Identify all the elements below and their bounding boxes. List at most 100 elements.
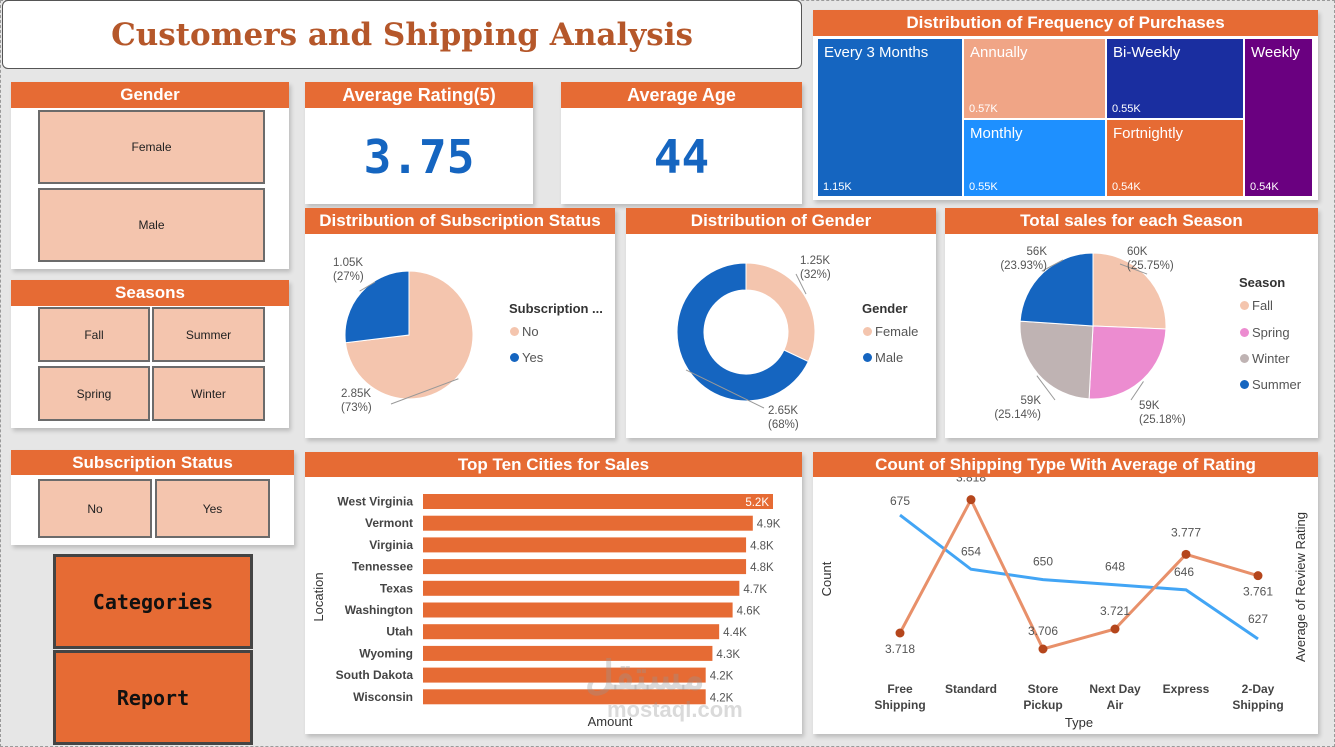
bar-value-label: 4.7K <box>743 584 767 596</box>
bar-south-dakota[interactable] <box>423 667 706 683</box>
data-label-percent: (25.14%) <box>994 409 1041 421</box>
bar-tennessee[interactable] <box>423 559 747 575</box>
treemap-label: Every 3 Months <box>824 44 929 61</box>
data-label: 2.65K <box>768 405 798 417</box>
count-data-label: 646 <box>1174 565 1194 579</box>
pie-slice-female[interactable] <box>745 262 816 363</box>
bar-virginia[interactable] <box>423 537 747 553</box>
pie-slice-summer[interactable] <box>1019 252 1094 327</box>
subscription-option-no[interactable]: No <box>38 479 152 538</box>
season-option-summer[interactable]: Summer <box>152 307 265 362</box>
legend-dot-male <box>863 353 872 362</box>
leader-line <box>1119 263 1148 275</box>
data-label: 60K <box>1127 246 1148 258</box>
report-button[interactable]: Report <box>53 650 253 745</box>
data-label-percent: (27%) <box>333 271 364 283</box>
categories-button[interactable]: Categories <box>53 554 253 649</box>
legend-dot-no <box>510 327 519 336</box>
x-axis-title: Amount <box>588 714 633 729</box>
treemap-cell-bi-weekly[interactable]: Bi-Weekly 0.55K <box>1106 38 1244 119</box>
x-tick-label: Standard <box>945 682 997 696</box>
bar-value-label: 4.3K <box>716 649 740 661</box>
treemap-cell-fortnightly[interactable]: Fortnightly 0.54K <box>1106 119 1244 197</box>
bar-west-virginia[interactable] <box>423 494 773 509</box>
data-label-percent: (32%) <box>800 269 831 281</box>
x-tick-label: Next Day <box>1089 682 1141 696</box>
gender-donut-panel: Distribution of Gender 1.25K (32%) 2.65K (6… <box>626 208 936 438</box>
x-tick-label: Store <box>1028 682 1059 696</box>
treemap-value: 0.57K <box>969 103 998 115</box>
subscription-option-yes[interactable]: Yes <box>155 479 270 538</box>
bar-value-label: 4.2K <box>710 692 734 704</box>
gender-donut-chart: 1.25K (32%) 2.65K (68%) <box>676 255 831 431</box>
legend-item-yes[interactable]: Yes <box>510 350 543 365</box>
rating-data-label: 3.777 <box>1171 525 1201 539</box>
legend-item-summer[interactable]: Summer <box>1240 377 1301 392</box>
treemap-cell-every-3-months[interactable]: Every 3 Months 1.15K <box>817 38 963 197</box>
y2-axis-title: Average of Review Rating <box>1293 512 1308 662</box>
rating-marker[interactable] <box>1038 644 1048 654</box>
y-axis-title: Location <box>311 572 326 621</box>
pie-slice-winter[interactable] <box>1019 320 1094 400</box>
season-option-fall[interactable]: Fall <box>38 307 150 362</box>
frequency-treemap-panel: Distribution of Frequency of Purchases E… <box>813 10 1318 200</box>
city-bar-chart: West Virginia 5.2K Vermont 4.9K Virginia 4.8K… <box>311 494 781 729</box>
y-tick-label: South Dakota <box>336 668 414 682</box>
leader-line <box>1041 259 1064 272</box>
bar-value-label: 4.6K <box>737 606 761 618</box>
bar-texas[interactable] <box>423 580 740 596</box>
rating-line[interactable] <box>898 496 1259 651</box>
subscription-legend-title: Subscription ... <box>509 301 603 316</box>
y-tick-label: West Virginia <box>337 495 413 509</box>
average-rating-value: 3.75 <box>363 130 475 184</box>
pie-slice-male[interactable] <box>676 262 810 402</box>
legend-label-spring: Spring <box>1252 325 1290 340</box>
bar-vermont[interactable] <box>423 515 753 531</box>
gender-option-male[interactable]: Male <box>38 188 265 262</box>
x-tick-label: Shipping <box>1232 698 1283 712</box>
legend-item-male[interactable]: Male <box>863 350 903 365</box>
bar-wisconsin[interactable] <box>423 689 706 705</box>
legend-item-winter[interactable]: Winter <box>1240 351 1290 366</box>
treemap-cell-annually[interactable]: Annually 0.57K <box>963 38 1106 119</box>
subscription-slicer-title: Subscription Status <box>11 450 294 475</box>
shipping-line-title: Count of Shipping Type With Average of R… <box>813 452 1318 477</box>
legend-label-female: Female <box>875 324 919 339</box>
season-option-winter[interactable]: Winter <box>152 366 265 421</box>
legend-item-no[interactable]: No <box>510 324 539 339</box>
shipping-line-panel: Count of Shipping Type With Average of R… <box>813 452 1318 734</box>
legend-item-fall[interactable]: Fall <box>1240 298 1273 313</box>
pie-slice-fall[interactable] <box>1092 252 1167 330</box>
treemap-cell-weekly[interactable]: Weekly 0.54K <box>1244 38 1313 197</box>
bar-wyoming[interactable] <box>423 645 713 661</box>
treemap-value: 0.55K <box>1112 103 1141 115</box>
rating-marker[interactable] <box>966 495 976 505</box>
count-line[interactable] <box>899 513 1259 641</box>
season-option-spring[interactable]: Spring <box>38 366 150 421</box>
legend-dot-winter <box>1240 354 1249 363</box>
legend-item-female[interactable]: Female <box>863 324 918 339</box>
data-label: 1.05K <box>333 257 363 269</box>
bar-washington[interactable] <box>423 602 733 618</box>
rating-marker[interactable] <box>1110 624 1120 634</box>
y-tick-label: Texas <box>380 581 413 595</box>
season-pie-chart: 60K (25.75%) 59K (25.18%) 59K (25.14%) 56K (23.… <box>994 246 1186 426</box>
bar-value-label: 4.8K <box>750 562 774 574</box>
pie-slice-yes[interactable] <box>344 270 410 344</box>
bar-utah[interactable] <box>423 624 720 640</box>
gender-option-female[interactable]: Female <box>38 110 265 184</box>
subscription-pie-panel: Distribution of Subscription Status 2.85… <box>305 208 615 438</box>
rating-marker[interactable] <box>895 628 905 638</box>
rating-data-label: 3.718 <box>885 642 915 656</box>
page-title: Customers and Shipping Analysis <box>2 0 802 69</box>
leader-line <box>1036 375 1056 401</box>
treemap-cell-monthly[interactable]: Monthly 0.55K <box>963 119 1106 197</box>
data-label-percent: (68%) <box>768 419 799 431</box>
rating-marker[interactable] <box>1253 571 1263 581</box>
treemap-label: Annually <box>970 44 1028 61</box>
city-bar-panel: Top Ten Cities for Sales West Virginia 5.… <box>305 452 802 734</box>
pie-slice-spring[interactable] <box>1088 325 1167 400</box>
rating-marker[interactable] <box>1181 549 1191 559</box>
gender-legend-title: Gender <box>862 301 908 316</box>
legend-item-spring[interactable]: Spring <box>1240 325 1290 340</box>
